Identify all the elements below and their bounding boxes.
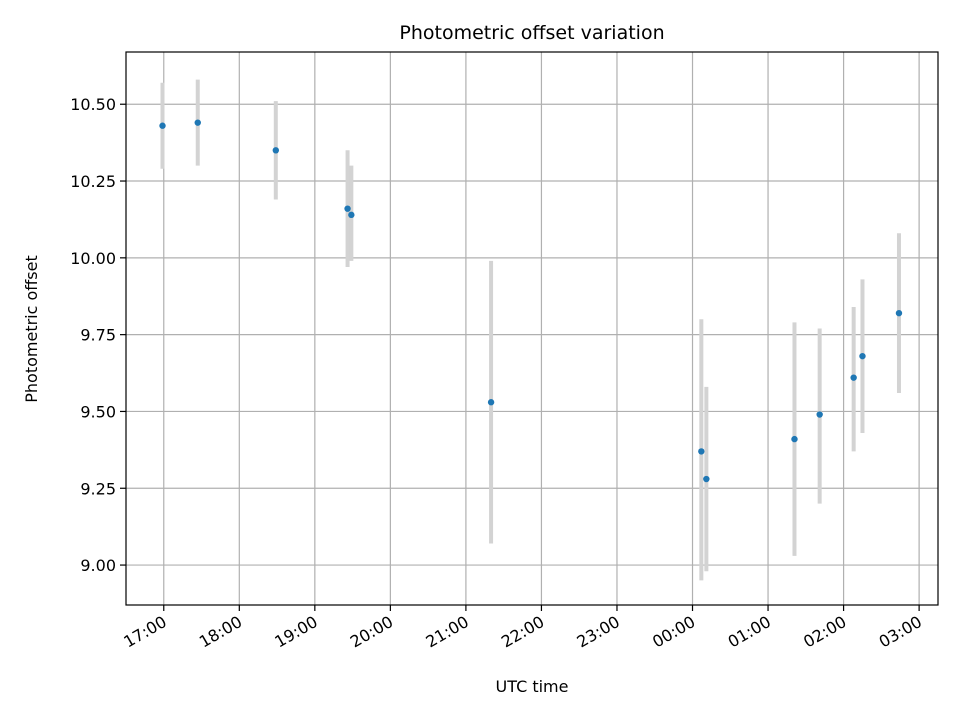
data-point <box>895 309 903 317</box>
y-tick-label: 10.00 <box>70 249 116 268</box>
data-point <box>850 374 857 381</box>
plot-frame <box>125 51 939 606</box>
data-point <box>272 147 280 154</box>
y-tick-label: 9.00 <box>80 556 116 575</box>
x-axis-title: UTC time <box>496 677 569 696</box>
data-point <box>348 211 355 219</box>
data-point <box>703 475 710 483</box>
data-point <box>194 119 201 126</box>
data-point <box>698 448 705 455</box>
y-tick-label: 9.25 <box>80 479 116 498</box>
chart-title: Photometric offset variation <box>399 22 664 44</box>
data-point <box>487 399 495 406</box>
y-tick-label: 9.75 <box>80 326 116 345</box>
y-tick-label: 9.50 <box>80 402 116 421</box>
y-axis-title: Photometric offset <box>22 255 41 403</box>
data-points <box>159 119 903 483</box>
data-point <box>344 205 351 212</box>
data-point <box>159 122 166 129</box>
data-point <box>791 435 798 443</box>
data-point <box>859 352 866 360</box>
y-axis: 9.00 9.25 9.50 9.75 10.00 10.25 10.50 <box>70 95 126 575</box>
data-point <box>816 411 823 418</box>
y-tick-label: 10.50 <box>70 95 116 114</box>
grid <box>126 52 938 605</box>
y-tick-label: 10.25 <box>70 172 116 191</box>
